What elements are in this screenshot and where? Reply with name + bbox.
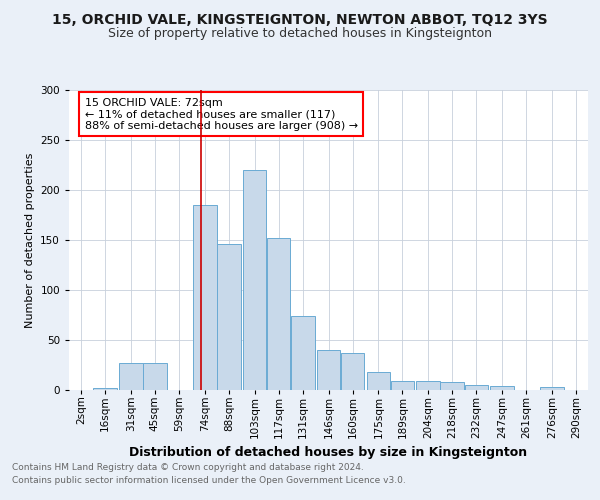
Bar	[391, 381, 414, 390]
Text: Contains HM Land Registry data © Crown copyright and database right 2024.: Contains HM Land Registry data © Crown c…	[12, 462, 364, 471]
Bar	[341, 353, 364, 390]
Text: Contains public sector information licensed under the Open Government Licence v3: Contains public sector information licen…	[12, 476, 406, 485]
Bar	[217, 244, 241, 390]
Bar	[317, 350, 340, 390]
Bar	[440, 382, 464, 390]
Text: 15 ORCHID VALE: 72sqm
← 11% of detached houses are smaller (117)
88% of semi-det: 15 ORCHID VALE: 72sqm ← 11% of detached …	[85, 98, 358, 130]
Y-axis label: Number of detached properties: Number of detached properties	[25, 152, 35, 328]
X-axis label: Distribution of detached houses by size in Kingsteignton: Distribution of detached houses by size …	[130, 446, 527, 459]
Bar	[267, 238, 290, 390]
Bar	[540, 387, 563, 390]
Bar	[119, 363, 143, 390]
Bar	[490, 386, 514, 390]
Bar	[193, 205, 217, 390]
Bar	[464, 385, 488, 390]
Bar	[416, 381, 440, 390]
Bar	[94, 388, 117, 390]
Bar	[243, 170, 266, 390]
Bar	[143, 363, 167, 390]
Text: Size of property relative to detached houses in Kingsteignton: Size of property relative to detached ho…	[108, 28, 492, 40]
Text: 15, ORCHID VALE, KINGSTEIGNTON, NEWTON ABBOT, TQ12 3YS: 15, ORCHID VALE, KINGSTEIGNTON, NEWTON A…	[52, 12, 548, 26]
Bar	[291, 316, 314, 390]
Bar	[367, 372, 390, 390]
